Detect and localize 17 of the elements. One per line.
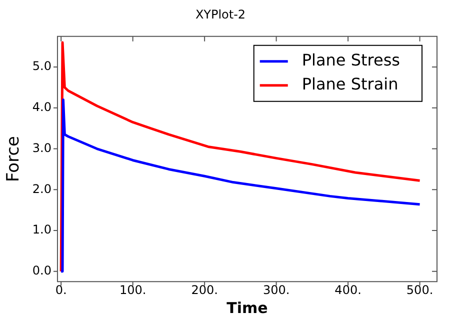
x-axis-title: Time <box>226 298 268 317</box>
y-tick-label: 3.0 <box>32 140 52 155</box>
y-tick-label: 5.0 <box>32 59 52 74</box>
y-tick-label: 1.0 <box>32 222 52 237</box>
legend-label: Plane Strain <box>302 74 398 94</box>
legend-label: Plane Stress <box>302 50 400 70</box>
x-tick-label: 0. <box>55 282 67 297</box>
x-tick-label: 100. <box>119 282 146 297</box>
y-tick-label: 2.0 <box>32 182 52 196</box>
y-axis-title: Force <box>4 136 24 182</box>
x-tick-label: 300. <box>262 282 290 297</box>
y-tick-label: 4.0 <box>32 100 52 114</box>
x-tick-label: 500. <box>406 282 434 297</box>
x-tick-label: 400. <box>334 282 362 297</box>
y-tick-label: 0.0 <box>32 264 52 278</box>
chart-title: XYPlot-2 <box>195 7 246 22</box>
x-tick-label: 200. <box>191 282 218 297</box>
